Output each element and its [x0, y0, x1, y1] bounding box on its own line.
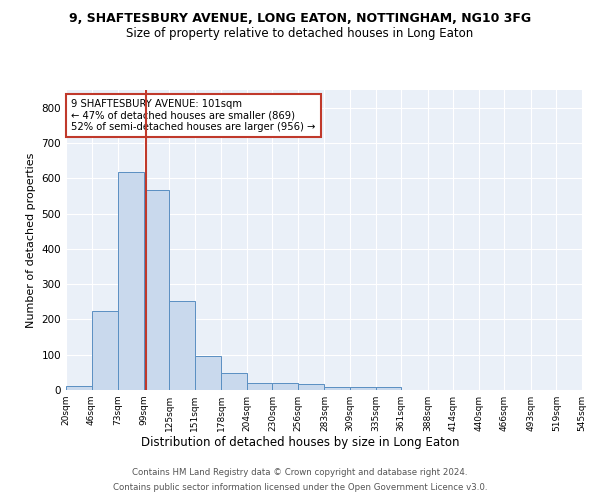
Text: 9 SHAFTESBURY AVENUE: 101sqm
← 47% of detached houses are smaller (869)
52% of s: 9 SHAFTESBURY AVENUE: 101sqm ← 47% of de… [71, 99, 316, 132]
Bar [325, 387, 350, 390]
Text: Contains public sector information licensed under the Open Government Licence v3: Contains public sector information licen… [113, 483, 487, 492]
Bar [298, 384, 325, 390]
Bar [272, 383, 298, 390]
Text: Contains HM Land Registry data © Crown copyright and database right 2024.: Contains HM Land Registry data © Crown c… [132, 468, 468, 477]
Bar [247, 383, 272, 390]
Bar [118, 172, 143, 390]
Bar [376, 387, 401, 390]
Bar [221, 374, 247, 390]
Bar [92, 310, 118, 390]
Text: Distribution of detached houses by size in Long Eaton: Distribution of detached houses by size … [141, 436, 459, 449]
Bar [169, 300, 195, 390]
Bar [195, 356, 221, 390]
Y-axis label: Number of detached properties: Number of detached properties [26, 152, 36, 328]
Text: Size of property relative to detached houses in Long Eaton: Size of property relative to detached ho… [127, 28, 473, 40]
Text: 9, SHAFTESBURY AVENUE, LONG EATON, NOTTINGHAM, NG10 3FG: 9, SHAFTESBURY AVENUE, LONG EATON, NOTTI… [69, 12, 531, 26]
Bar [350, 387, 376, 390]
Bar [143, 190, 169, 390]
Bar [66, 386, 92, 390]
